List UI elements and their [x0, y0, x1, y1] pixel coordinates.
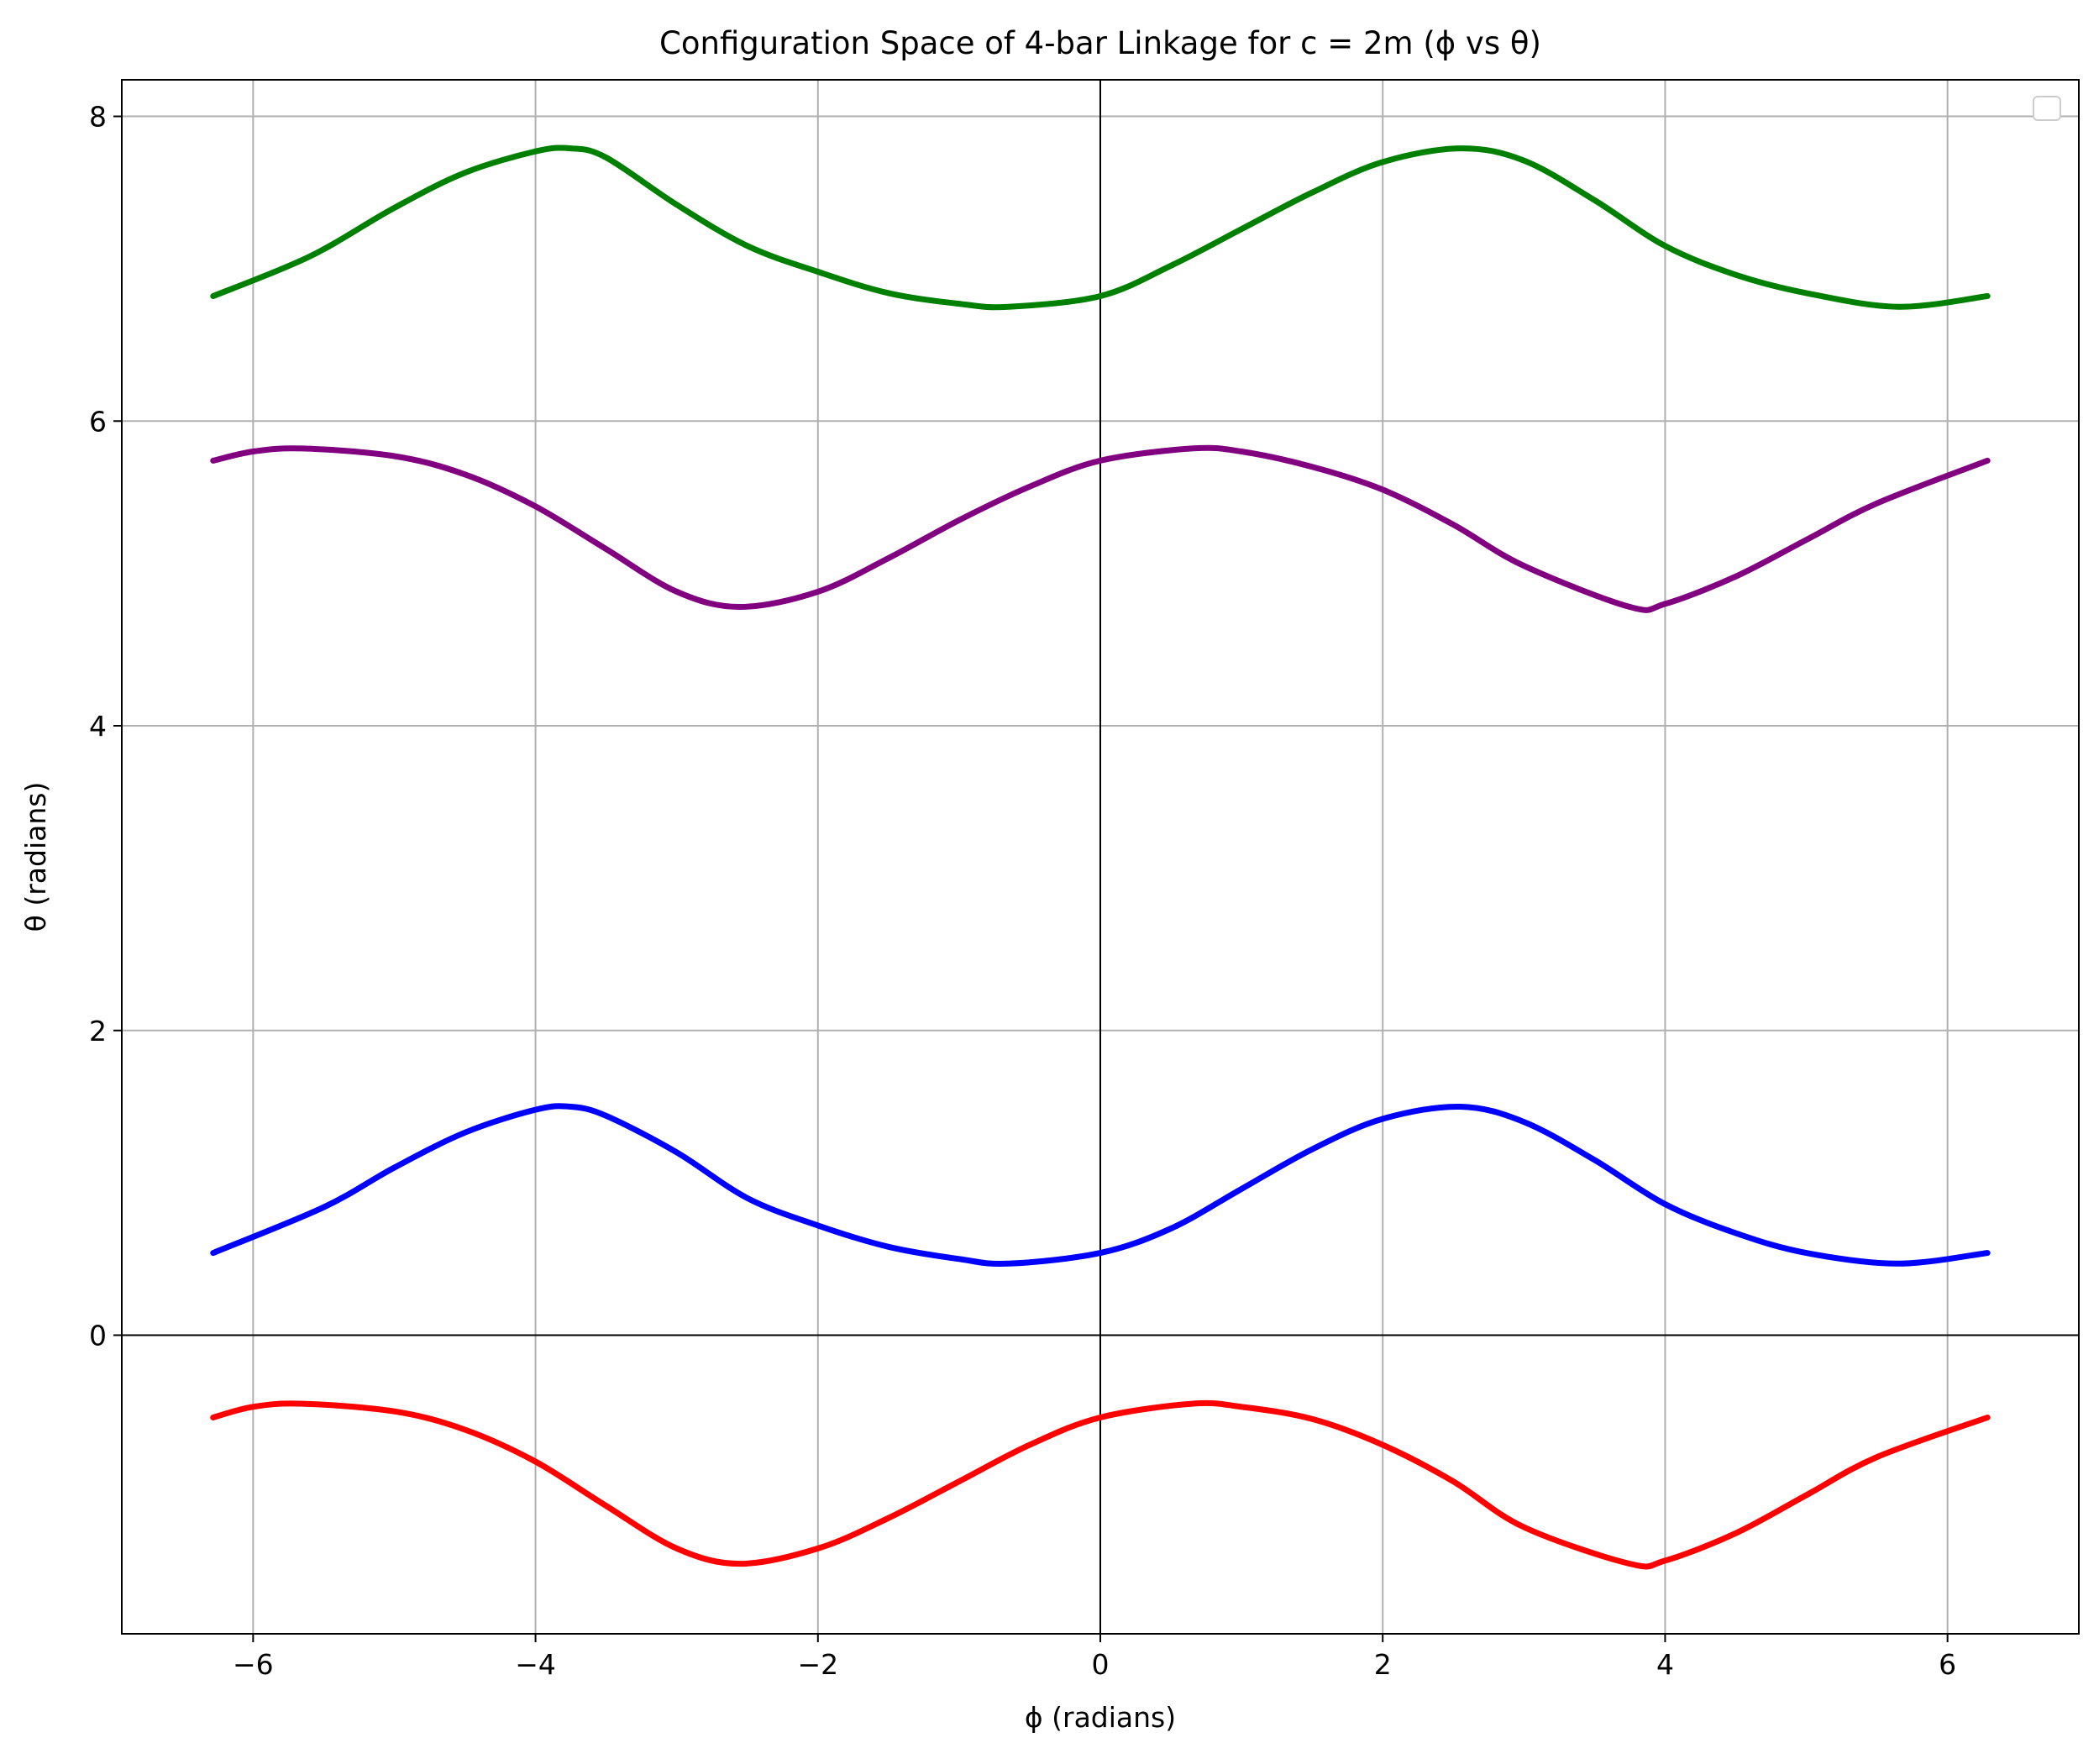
- x-tick-label: 2: [1374, 1648, 1392, 1681]
- x-tick-label: 0: [1092, 1648, 1110, 1681]
- purple-curve: [210, 444, 1991, 613]
- ticks: −6 −4 −2 0 2 4 6 0 2 4 6 8: [89, 101, 1956, 1681]
- x-tick-label: −4: [515, 1648, 556, 1681]
- y-tick-label: 0: [89, 1320, 107, 1352]
- y-tick-label: 4: [89, 710, 107, 743]
- x-tick-label: −2: [797, 1648, 838, 1681]
- legend-box: [2033, 96, 2061, 121]
- red-curve: [210, 1399, 1991, 1570]
- x-tick-label: 6: [1939, 1648, 1956, 1681]
- green-curve: [210, 144, 1991, 311]
- y-tick-label: 8: [89, 101, 107, 134]
- y-axis-label: θ (radians): [19, 782, 52, 932]
- blue-curve: [210, 1103, 1991, 1268]
- chart-title: Configuration Space of 4-bar Linkage for…: [659, 25, 1541, 61]
- zero-lines: [122, 80, 2079, 1634]
- y-tick-label: 6: [89, 405, 107, 438]
- x-tick-label: 4: [1656, 1648, 1674, 1681]
- x-axis-label: ϕ (radians): [1025, 1701, 1176, 1734]
- series-group: [210, 144, 1991, 1570]
- x-tick-label: −6: [233, 1648, 274, 1681]
- y-tick-label: 2: [89, 1015, 107, 1047]
